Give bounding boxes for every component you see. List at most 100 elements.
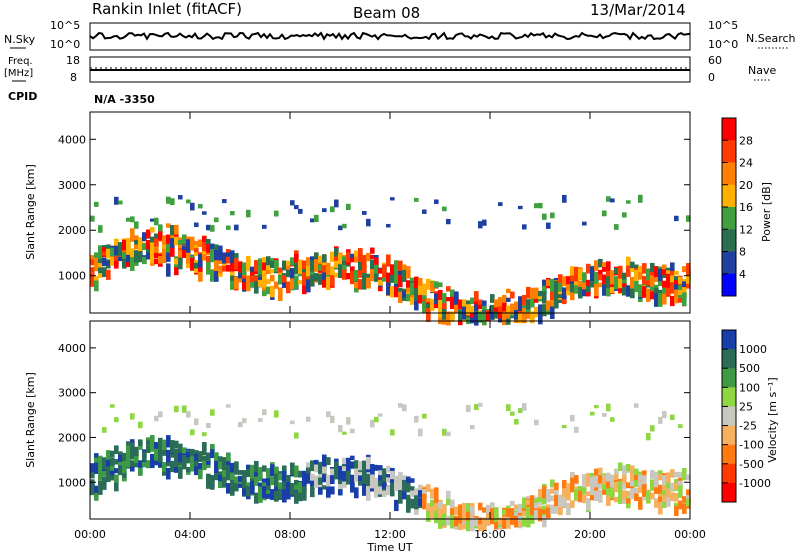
heatmap-cell	[654, 481, 659, 494]
heatmap-cell	[246, 282, 251, 292]
heatmap-cell	[182, 455, 187, 462]
heatmap-cell	[450, 311, 455, 323]
heatmap-cell	[678, 485, 683, 498]
heatmap-cell	[410, 294, 415, 305]
heatmap-cell	[338, 225, 343, 231]
heatmap-cell	[270, 476, 275, 486]
heatmap-cell	[574, 475, 579, 484]
heatmap-cell	[678, 500, 683, 510]
heatmap-cell	[546, 222, 551, 229]
heatmap-cell	[494, 305, 499, 315]
heatmap-cell	[346, 470, 351, 485]
heatmap-cell	[506, 508, 511, 517]
heatmap-cell	[538, 506, 543, 511]
heatmap-cell	[622, 465, 627, 475]
heatmap-cell	[354, 468, 359, 482]
heatmap-cell	[350, 254, 355, 263]
heatmap-cell	[206, 460, 211, 465]
heatmap-cell	[446, 218, 451, 225]
heatmap-cell	[202, 432, 207, 437]
heatmap-cell	[306, 279, 311, 293]
heatmap-cell	[670, 469, 675, 478]
heatmap-cell	[170, 234, 175, 242]
heatmap-cell	[110, 404, 115, 408]
heatmap-cell	[482, 305, 487, 311]
heatmap-cell	[578, 485, 583, 492]
heatmap-cell	[90, 463, 95, 472]
heatmap-cell	[442, 513, 447, 526]
heatmap-cell	[646, 490, 651, 499]
heatmap-cell	[374, 416, 379, 423]
heatmap-cell	[218, 248, 223, 261]
heatmap-cell	[262, 257, 267, 263]
heatmap-cell	[398, 270, 403, 277]
colorbar-segment	[722, 273, 736, 297]
heatmap-cell	[490, 304, 495, 313]
heatmap-cell	[666, 472, 671, 486]
heatmap-cell	[526, 495, 531, 501]
heatmap-cell	[426, 512, 431, 518]
heatmap-cell	[282, 465, 287, 477]
heatmap-cell	[194, 240, 199, 246]
heatmap-cell	[322, 272, 327, 286]
heatmap-cell	[454, 300, 459, 314]
heatmap-cell	[658, 268, 663, 282]
heatmap-cell	[510, 303, 515, 315]
heatmap-cell	[658, 473, 663, 481]
heatmap-cell	[214, 259, 219, 273]
heatmap-cell	[590, 481, 595, 496]
heatmap-cell	[534, 203, 539, 209]
heatmap-cell	[434, 281, 439, 288]
colorbar-tick-label: -100	[739, 439, 764, 452]
heatmap-cell	[618, 493, 623, 505]
heatmap-cell	[654, 277, 659, 282]
heatmap-cell	[426, 503, 431, 511]
heatmap-cell	[474, 311, 479, 326]
heatmap-cell	[198, 239, 203, 248]
heatmap-cell	[398, 260, 403, 272]
heatmap-cell	[90, 267, 95, 273]
heatmap-cell	[286, 260, 291, 266]
heatmap-cell	[138, 247, 143, 260]
heatmap-cell	[550, 305, 555, 320]
heatmap-cell	[266, 468, 271, 476]
heatmap-cell	[410, 498, 415, 508]
heatmap-cell	[134, 239, 139, 245]
heatmap-cell	[670, 295, 675, 307]
heatmap-cell	[382, 468, 387, 482]
heatmap-cell	[234, 258, 239, 270]
heatmap-cell	[258, 467, 263, 479]
heatmap-cell	[394, 499, 399, 512]
heatmap-cell	[586, 279, 591, 290]
heatmap-cell	[546, 303, 551, 311]
heatmap-cell	[626, 256, 631, 266]
heatmap-cell	[662, 280, 667, 288]
heatmap-cell	[434, 505, 439, 519]
heatmap-cell	[670, 281, 675, 294]
heatmap-cell	[102, 427, 107, 433]
cpid-label: CPID	[8, 90, 37, 103]
heatmap-cell	[582, 282, 587, 290]
heatmap-cell	[130, 461, 135, 472]
heatmap-cell	[654, 500, 659, 508]
heatmap-cell	[314, 214, 319, 223]
heatmap-cell	[186, 199, 191, 204]
heatmap-cell	[246, 464, 251, 473]
heatmap-cell	[618, 275, 623, 285]
heatmap-cell	[626, 265, 631, 277]
heatmap-cell	[438, 290, 443, 300]
heatmap-cell	[334, 261, 339, 269]
heatmap-cell	[246, 485, 251, 497]
heatmap-cell	[602, 262, 607, 272]
heatmap-cell	[650, 479, 655, 491]
heatmap-cell	[314, 273, 319, 282]
heatmap-cell	[194, 222, 199, 228]
heatmap-cell	[570, 291, 575, 301]
heatmap-cell	[482, 219, 487, 226]
heatmap-cell	[570, 475, 575, 487]
colorbar-segment	[722, 387, 736, 407]
heatmap-cell	[402, 290, 407, 298]
heatmap-cell	[422, 283, 427, 296]
colorbar-tick-label: 4	[739, 268, 746, 281]
heatmap-cell	[366, 473, 371, 487]
